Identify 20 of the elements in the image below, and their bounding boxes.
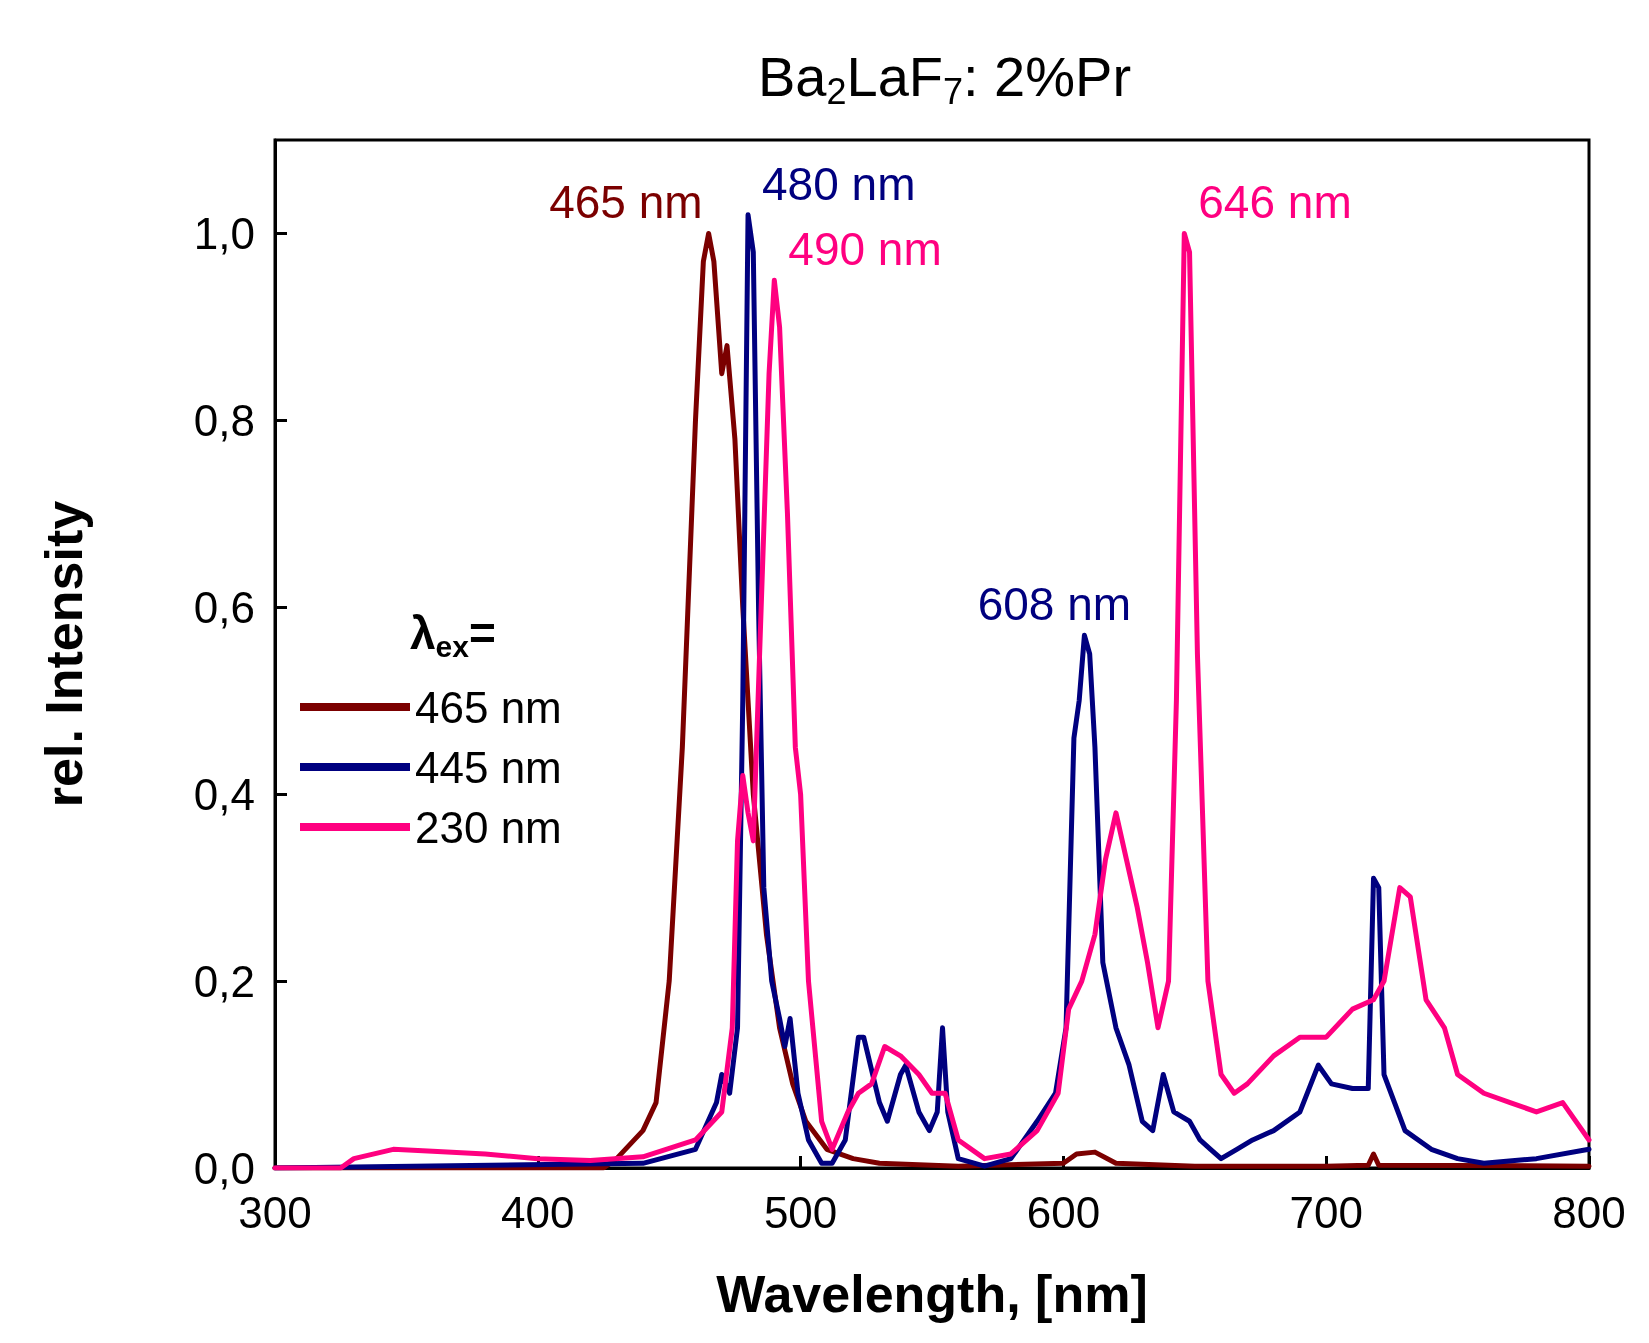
x-tick-label: 400 (501, 1187, 575, 1237)
y-tick-label: 0,8 (193, 395, 255, 445)
x-tick-label: 500 (763, 1187, 838, 1237)
annotation: 646 nm (1198, 176, 1352, 229)
x-tick-label: 600 (1026, 1187, 1101, 1237)
y-tick-label: 0,6 (193, 582, 255, 632)
legend-label: 465 nm (415, 682, 562, 732)
x-tick-label: 700 (1289, 1187, 1363, 1237)
x-tick-label: 800 (1552, 1187, 1626, 1237)
legend-label: 230 nm (415, 802, 562, 852)
annotation: 608 nm (977, 578, 1132, 631)
annotation: 490 nm (788, 223, 942, 276)
y-tick-label: 0,4 (193, 769, 255, 819)
y-tick-label: 1,0 (193, 208, 255, 258)
x-axis-title: Wavelength, [nm] (716, 1265, 1148, 1323)
annotation: 480 nm (762, 157, 916, 210)
y-axis-title: rel. Intensity (35, 500, 93, 808)
y-tick-label: 0,2 (193, 956, 255, 1006)
annotation: 465 nm (549, 176, 703, 229)
legend-label: 445 nm (415, 742, 562, 792)
